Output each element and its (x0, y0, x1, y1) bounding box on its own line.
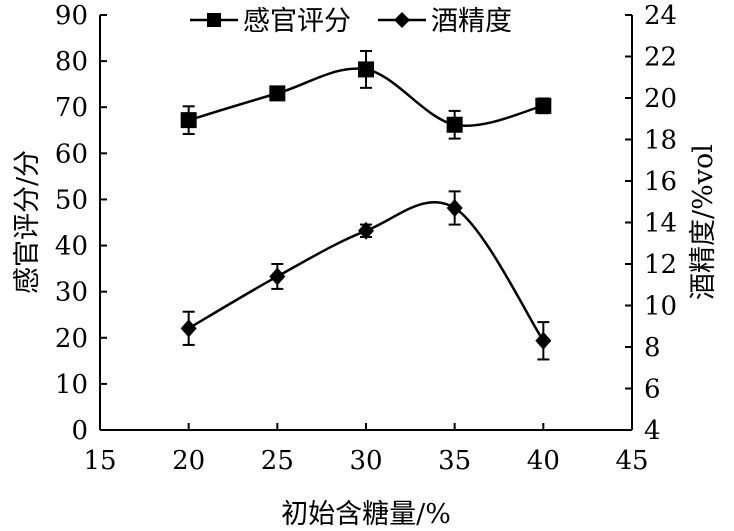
y-right-tick-label: 6 (644, 375, 661, 405)
plot-area (180, 49, 552, 361)
x-tick-label: 20 (172, 446, 205, 476)
y-right-tick-label: 16 (644, 167, 677, 197)
data-point-sensory-score (535, 97, 552, 114)
y-right-tick-label: 10 (644, 292, 677, 322)
y-left-tick-label: 0 (71, 416, 88, 446)
y-right-tick-label: 18 (644, 126, 677, 156)
y-left-tick-label: 10 (55, 370, 88, 400)
x-tick-label: 45 (615, 446, 648, 476)
x-tick-label: 35 (438, 446, 471, 476)
y-right-tick-label: 22 (644, 43, 677, 73)
x-tick-label: 40 (527, 446, 560, 476)
x-axis-title: 初始含糖量/% (281, 499, 451, 530)
y-right-tick-label: 20 (644, 84, 677, 114)
legend: 感官评分 酒精度 (190, 6, 512, 37)
y-right-tick-label: 8 (644, 333, 661, 363)
y-axis-title-left: 感官评分/分 (12, 150, 43, 294)
data-point-alcohol (269, 267, 286, 286)
y-right-tick-label: 12 (644, 250, 677, 280)
y-left-tick-label: 30 (55, 278, 88, 308)
x-tick-label: 30 (349, 446, 382, 476)
data-point-sensory-score (446, 116, 463, 133)
data-point-sensory-score (358, 61, 374, 78)
data-point-sensory-score (269, 85, 286, 102)
y-left-tick-label: 70 (55, 93, 88, 123)
legend-marker-square-icon (207, 13, 221, 27)
data-point-alcohol (180, 319, 197, 338)
y-left-tick-label: 60 (55, 139, 88, 169)
data-point-alcohol (535, 331, 552, 350)
legend-label-sensory-score: 感官评分 (243, 6, 351, 37)
y-right-tick-label: 14 (644, 209, 677, 239)
y-right-tick-label: 24 (644, 1, 677, 31)
x-tick-label: 15 (83, 446, 116, 476)
y-left-tick-label: 50 (55, 185, 88, 215)
data-point-alcohol (358, 221, 374, 240)
data-point-sensory-score (180, 112, 197, 129)
axes: 15 20 25 30 35 40 45 0 10 20 30 40 50 60 70 80 90 4 6 8 10 12… (55, 1, 677, 476)
y-left-tick-label: 20 (55, 324, 88, 354)
legend-label-alcohol: 酒精度 (431, 6, 512, 37)
y-axis-title-right: 酒精度/%vol (688, 144, 719, 300)
data-point-alcohol (446, 198, 463, 217)
y-left-tick-label: 90 (55, 1, 88, 31)
y-left-tick-label: 40 (55, 232, 88, 262)
legend-marker-diamond-icon (394, 12, 410, 28)
x-tick-label: 25 (261, 446, 294, 476)
y-left-tick-label: 80 (55, 47, 88, 77)
y-right-tick-label: 4 (644, 416, 661, 446)
